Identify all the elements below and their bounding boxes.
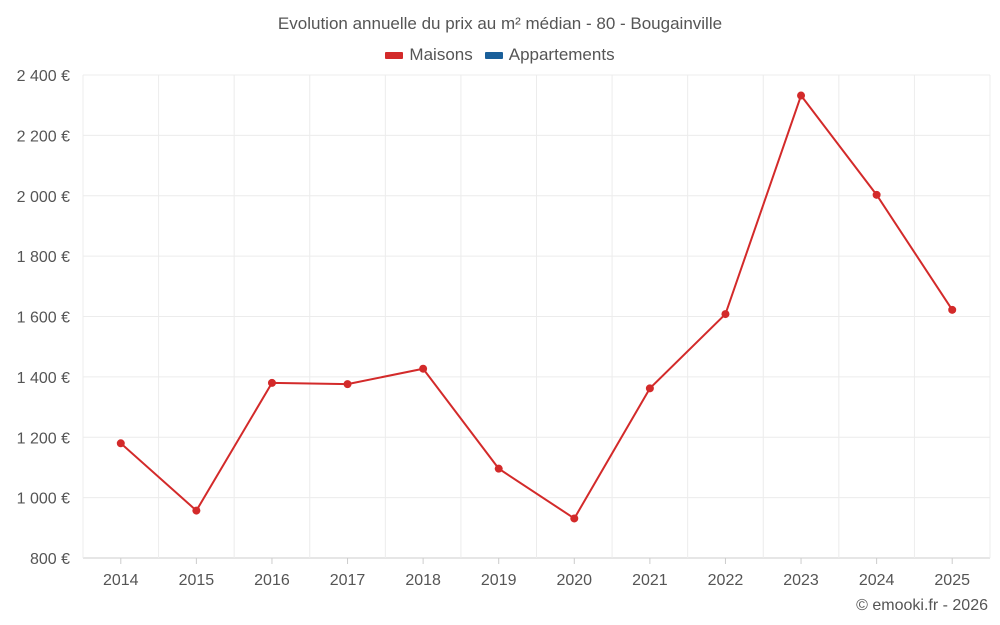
data-point xyxy=(419,364,428,373)
legend-swatch-maisons xyxy=(385,51,404,59)
x-axis: 2014 2015 2016 2017 2018 2019 2020 2021 2022 2023… xyxy=(103,558,970,589)
data-point xyxy=(645,384,654,393)
y-tick-label: 1 800 € xyxy=(17,249,70,266)
series-layer xyxy=(116,91,957,523)
x-tick-label: 2020 xyxy=(556,572,592,589)
x-tick-label: 2017 xyxy=(330,572,366,589)
legend-item-appartements[interactable]: Appartements xyxy=(484,45,615,65)
y-tick-label: 2 000 € xyxy=(17,189,70,206)
y-tick-label: 1 600 € xyxy=(17,310,70,327)
x-tick-label: 2014 xyxy=(103,572,139,589)
data-point xyxy=(872,190,881,199)
x-tick-label: 2021 xyxy=(632,572,668,589)
legend-label-maisons: Maisons xyxy=(409,45,473,64)
data-point xyxy=(494,464,503,473)
x-tick-label: 2022 xyxy=(708,572,744,589)
legend-swatch-appartements xyxy=(484,51,503,59)
data-point xyxy=(192,506,201,515)
x-tick-label: 2018 xyxy=(405,572,441,589)
y-tick-label: 800 € xyxy=(30,551,70,568)
data-point xyxy=(267,378,276,387)
data-point xyxy=(116,439,125,448)
y-tick-label: 2 200 € xyxy=(17,128,70,145)
x-tick-label: 2024 xyxy=(859,572,895,589)
series-line-maisons xyxy=(120,94,954,520)
y-tick-label: 1 200 € xyxy=(17,430,70,447)
x-tick-label: 2019 xyxy=(481,572,517,589)
legend-item-maisons[interactable]: Maisons xyxy=(385,45,473,65)
data-point xyxy=(343,380,352,389)
legend-label-appartements: Appartements xyxy=(508,45,615,64)
data-point xyxy=(570,514,579,523)
data-point xyxy=(797,91,806,100)
chart-legend: Maisons Appartements xyxy=(0,45,1000,65)
x-tick-label: 2025 xyxy=(934,572,970,589)
data-point xyxy=(721,310,730,319)
y-axis: 800 € 1 000 € 1 200 € 1 400 € 1 600 € 1 800 €… xyxy=(17,68,70,568)
x-tick-label: 2016 xyxy=(254,572,290,589)
copyright-text: © emooki.fr - 2026 xyxy=(856,597,988,614)
chart-title: Evolution annuelle du prix au m² médian … xyxy=(277,14,723,33)
y-tick-label: 1 400 € xyxy=(17,370,70,387)
x-tick-label: 2015 xyxy=(179,572,215,589)
y-tick-label: 1 000 € xyxy=(17,491,70,508)
x-tick-label: 2023 xyxy=(783,572,819,589)
data-point xyxy=(948,305,957,314)
grid-lines xyxy=(82,74,991,559)
y-tick-label: 2 400 € xyxy=(17,68,70,85)
